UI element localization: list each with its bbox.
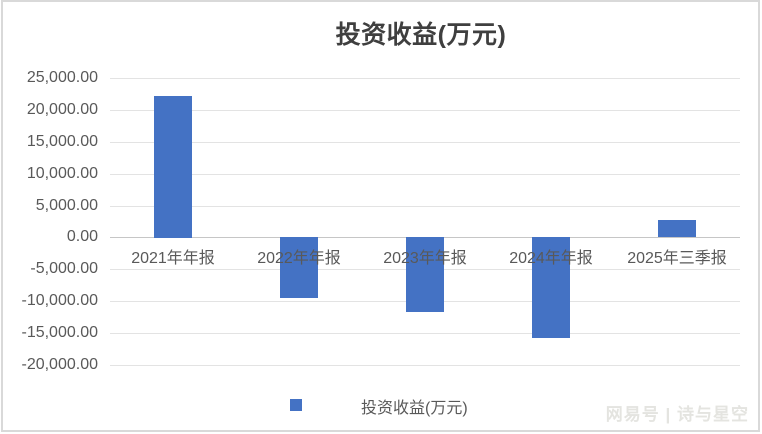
y-tick-label: -10,000.00 [21,292,98,309]
chart-title: 投资收益(万元) [335,21,507,49]
x-tick-label: 2022年年报 [257,250,341,267]
y-tick-label: -15,000.00 [21,324,98,341]
y-tick-label: -5,000.00 [30,260,98,277]
bar-2024年年报 [532,237,570,338]
x-tick-label: 2023年年报 [383,250,467,267]
y-tick-label: 0.00 [66,228,98,245]
gridline [110,142,740,143]
y-tick-label: 15,000.00 [26,133,98,150]
x-tick-label: 2024年年报 [509,250,593,267]
y-tick-label: 20,000.00 [26,101,98,118]
bar-2023年年报 [406,237,444,312]
gridline [110,78,740,79]
bar-2025年三季报 [658,220,696,237]
gridline [110,174,740,175]
watermark-text: 网易号 | 诗与星空 [605,405,749,424]
bar-2022年年报 [280,237,318,298]
gridline [110,365,740,366]
gridline [110,206,740,207]
legend-label: 投资收益(万元) [361,400,468,417]
y-tick-label: 5,000.00 [35,197,98,214]
legend-marker-icon [290,399,302,411]
y-tick-label: 10,000.00 [26,165,98,182]
gridline [110,333,740,334]
y-tick-label: 25,000.00 [26,69,98,86]
plot-area: 25,000.00 20,000.00 15,000.00 10,000.00 5,00… [3,2,758,430]
bar-2021年年报 [154,96,192,238]
gridline [110,110,740,111]
x-tick-label: 2021年年报 [131,250,215,267]
x-tick-label: 2025年三季报 [627,250,727,267]
y-tick-label: -20,000.00 [21,356,98,373]
